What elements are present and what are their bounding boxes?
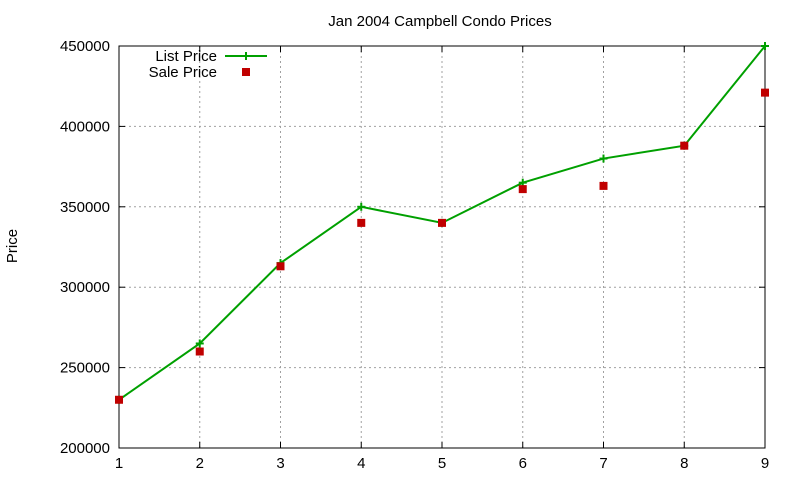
y-axis-label: Price — [4, 229, 21, 263]
y-ticks: 200000 250000 300000 350000 400000 450000 — [60, 38, 765, 457]
legend-marker-sale-price — [242, 68, 250, 76]
grid — [119, 46, 765, 448]
y-tick-label: 300000 — [60, 279, 110, 296]
sale-price-point — [680, 141, 689, 150]
list-price-point — [357, 202, 366, 211]
sale-price-point — [357, 218, 366, 227]
x-tick-label: 4 — [357, 455, 365, 472]
legend-label-sale-price: Sale Price — [149, 64, 217, 81]
sale-price-point — [195, 347, 204, 356]
legend-label-list-price: List Price — [155, 48, 217, 65]
sale-price-point — [115, 395, 123, 404]
sale-price-point — [761, 88, 769, 97]
x-tick-label: 9 — [761, 455, 769, 472]
y-tick-label: 400000 — [60, 118, 110, 135]
list-price-point — [195, 339, 204, 348]
x-tick-label: 8 — [680, 455, 688, 472]
list-price-point — [761, 42, 769, 50]
series — [115, 42, 769, 404]
list-price-point — [599, 154, 608, 163]
x-tick-label: 5 — [438, 455, 446, 472]
x-ticks: 1 2 3 4 5 6 7 8 9 — [115, 46, 769, 472]
y-tick-label: 200000 — [60, 440, 110, 457]
x-tick-label: 1 — [115, 455, 123, 472]
x-tick-label: 7 — [599, 455, 607, 472]
sale-price-point — [518, 185, 527, 194]
sale-price-point — [599, 181, 608, 190]
chart-title: Jan 2004 Campbell Condo Prices — [328, 13, 551, 30]
sale-price-series — [115, 88, 769, 404]
y-tick-label: 250000 — [60, 360, 110, 377]
y-tick-label: 350000 — [60, 199, 110, 216]
y-tick-label: 450000 — [60, 38, 110, 55]
sale-price-point — [276, 262, 285, 271]
x-tick-label: 3 — [276, 455, 284, 472]
x-tick-label: 6 — [519, 455, 527, 472]
legend-marker-list-price — [242, 52, 250, 60]
sale-price-point — [438, 218, 446, 227]
x-tick-label: 2 — [196, 455, 204, 472]
